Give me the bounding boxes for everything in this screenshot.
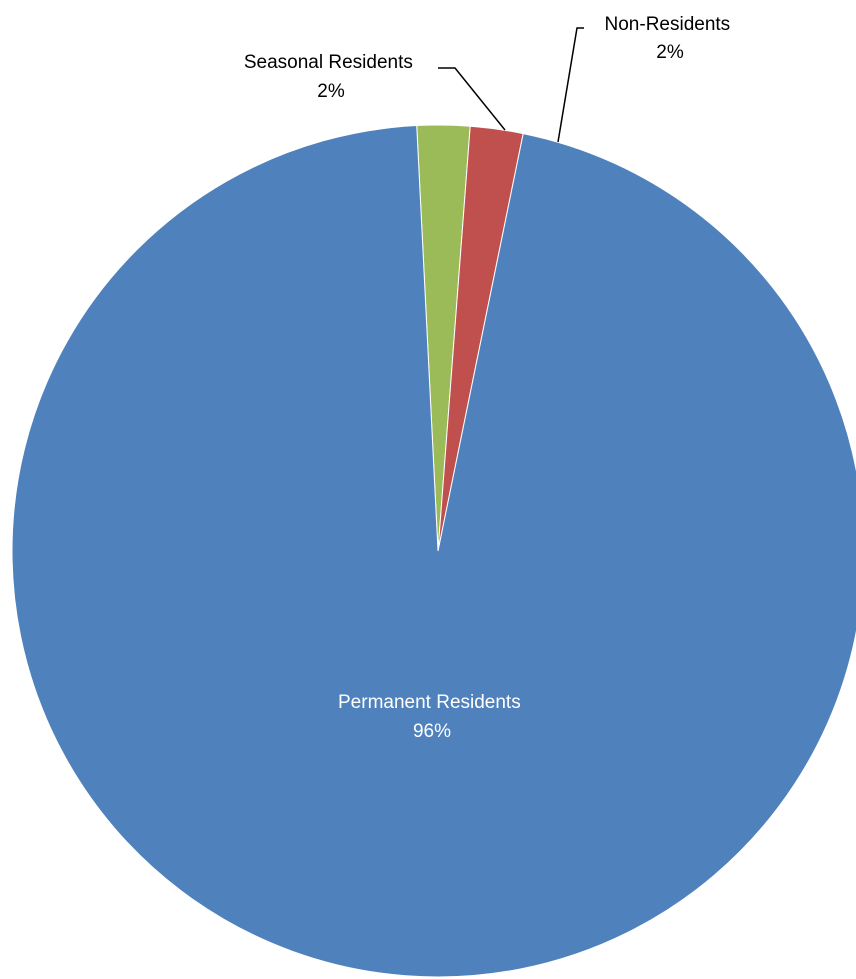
slice-name-non-residents: Non-Residents: [605, 14, 731, 35]
slice-permanent-residents: [11, 125, 856, 978]
slice-name-permanent: Permanent Residents: [338, 692, 521, 713]
slice-label-permanent: Permanent Residents 96%: [338, 692, 526, 742]
slice-percent-seasonal: 2%: [317, 81, 345, 102]
leader-line-non-residents: [557, 27, 584, 143]
slice-label-non-residents: Non-Residents 2%: [605, 14, 736, 63]
pie-slices: [11, 124, 856, 978]
slice-percent-non-residents: 2%: [656, 42, 684, 63]
slice-name-seasonal: Seasonal Residents: [244, 52, 413, 73]
slice-label-seasonal: Seasonal Residents 2%: [244, 52, 418, 102]
slice-percent-permanent: 96%: [413, 721, 451, 742]
leader-line-seasonal: [438, 67, 506, 131]
